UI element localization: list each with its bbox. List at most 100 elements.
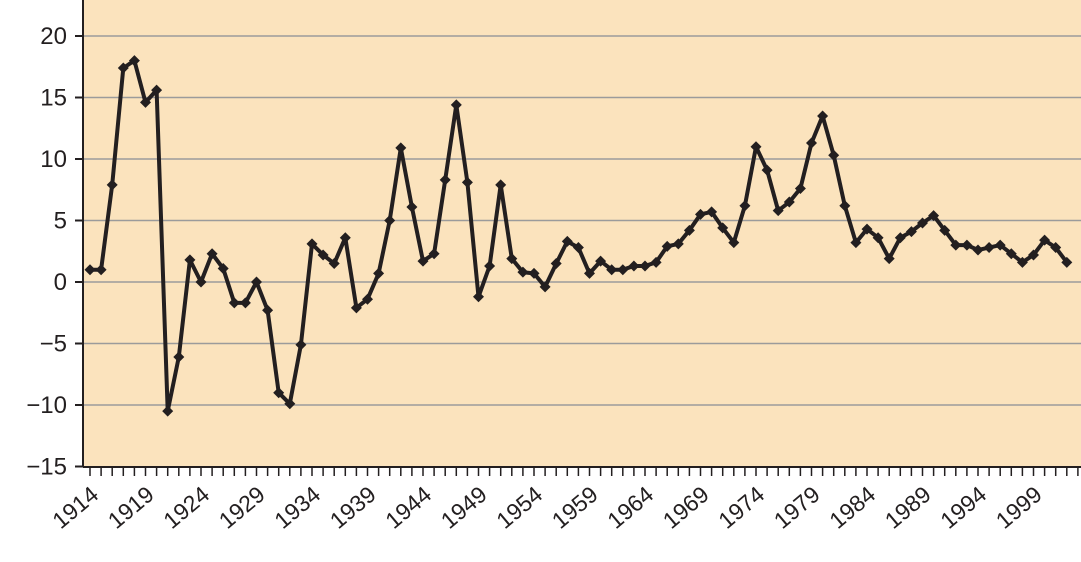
x-tick-label: 1919 xyxy=(103,481,159,534)
data-point xyxy=(617,264,629,276)
x-tick-label: 1929 xyxy=(214,481,270,534)
plot-area-background xyxy=(83,0,1081,467)
data-point xyxy=(173,351,185,363)
data-point xyxy=(628,260,640,272)
data-point xyxy=(861,223,873,235)
y-tick-label: 20 xyxy=(40,23,67,50)
data-point xyxy=(339,232,351,244)
data-point xyxy=(972,244,984,256)
data-point xyxy=(128,55,140,67)
data-point xyxy=(539,281,551,293)
data-point xyxy=(817,110,829,122)
y-tick-label: 10 xyxy=(40,146,67,173)
data-point xyxy=(306,238,318,250)
data-point xyxy=(373,267,385,279)
gridlines xyxy=(83,35,1081,406)
y-tick-labels: −15 −10 −5 0 5 10 15 20 xyxy=(26,23,83,481)
data-point xyxy=(683,224,695,236)
data-point xyxy=(484,260,496,272)
y-tick-label: −10 xyxy=(26,392,67,419)
data-point xyxy=(1050,242,1062,254)
y-tick-label: 15 xyxy=(40,85,67,112)
data-point xyxy=(395,142,407,154)
data-point xyxy=(384,215,396,226)
data-point xyxy=(428,248,440,260)
data-point xyxy=(1061,256,1073,268)
x-tick-label: 1989 xyxy=(880,481,936,534)
x-tick-label: 1924 xyxy=(158,481,214,534)
data-point xyxy=(1039,234,1051,246)
x-tick-label: 1969 xyxy=(658,481,714,534)
data-point xyxy=(461,176,473,188)
data-point xyxy=(883,253,895,265)
data-point xyxy=(672,238,684,250)
data-point xyxy=(328,258,340,270)
data-point xyxy=(950,239,962,251)
data-point xyxy=(206,248,218,260)
data-point xyxy=(850,237,862,249)
data-point xyxy=(961,239,973,251)
data-point xyxy=(117,62,129,74)
data-point xyxy=(406,201,418,213)
data-point xyxy=(517,266,529,278)
data-point xyxy=(717,222,729,234)
data-point xyxy=(217,262,229,274)
data-point xyxy=(994,239,1006,251)
data-point xyxy=(828,149,840,161)
data-point xyxy=(595,255,607,267)
data-point xyxy=(939,224,951,236)
data-point xyxy=(928,210,940,222)
data-point xyxy=(739,200,751,212)
data-point xyxy=(750,141,762,153)
data-point xyxy=(606,264,618,276)
x-tick-label: 1954 xyxy=(491,481,547,534)
x-tick-label: 1914 xyxy=(47,481,103,534)
x-tick-label: 1959 xyxy=(547,481,603,534)
data-point xyxy=(639,260,651,272)
x-tick-label: 1949 xyxy=(436,481,492,534)
y-tick-label: −5 xyxy=(40,331,67,358)
data-point xyxy=(661,240,673,252)
data-point xyxy=(317,249,329,261)
data-point xyxy=(894,232,906,244)
x-tick-label: 1999 xyxy=(991,481,1047,534)
data-point xyxy=(362,293,373,305)
data-point xyxy=(772,205,784,217)
data-point xyxy=(872,232,884,244)
data-point xyxy=(650,256,662,268)
x-tick-label: 1984 xyxy=(824,481,880,534)
data-point xyxy=(983,242,995,254)
data-point xyxy=(706,206,718,218)
data-point xyxy=(905,226,917,238)
data-point xyxy=(839,200,851,212)
data-point xyxy=(162,405,174,417)
x-tick-label: 1964 xyxy=(602,481,658,534)
data-point xyxy=(761,164,773,176)
data-point xyxy=(1016,256,1028,268)
data-point xyxy=(917,217,928,229)
y-tick-label: 5 xyxy=(54,208,67,235)
data-point xyxy=(528,267,540,279)
data-point xyxy=(284,398,296,410)
data-point xyxy=(806,137,817,149)
data-point xyxy=(228,297,240,309)
data-point xyxy=(506,253,518,265)
data-point xyxy=(1005,248,1017,260)
x-tick-label: 1994 xyxy=(935,481,991,534)
data-point xyxy=(195,276,207,288)
data-point xyxy=(239,297,251,309)
data-point xyxy=(251,276,262,288)
x-tick-label: 1939 xyxy=(325,481,381,534)
data-point xyxy=(84,264,96,276)
data-point xyxy=(417,255,429,267)
data-point xyxy=(584,267,595,279)
data-point xyxy=(184,254,196,266)
data-point xyxy=(794,183,806,195)
x-tick-label: 1974 xyxy=(713,481,769,534)
data-point xyxy=(295,339,307,351)
data-point xyxy=(1028,249,1039,261)
y-tick-label: −15 xyxy=(26,454,67,481)
y-tick-label: 0 xyxy=(54,269,67,296)
data-point xyxy=(350,302,362,314)
